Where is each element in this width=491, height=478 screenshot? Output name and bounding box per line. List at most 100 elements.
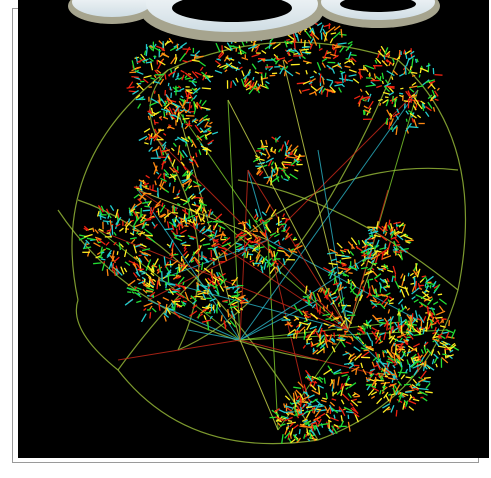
cluster-branch: [93, 262, 102, 265]
cluster-branch: [371, 262, 378, 265]
cluster-branch: [268, 66, 273, 72]
cluster-branch: [341, 263, 347, 267]
cluster-branch: [273, 260, 279, 265]
cluster-branch: [304, 369, 312, 378]
cluster-branch: [166, 98, 177, 103]
cluster-branch: [413, 97, 419, 104]
cluster-branch: [393, 354, 396, 363]
cluster-branch: [212, 257, 217, 261]
cluster-branch: [231, 279, 238, 282]
cluster-branch: [322, 28, 327, 35]
cluster-branch: [398, 73, 404, 77]
cluster-branch: [183, 247, 187, 252]
cluster-branch: [138, 179, 146, 184]
cluster-branch: [330, 296, 338, 300]
cluster-branch: [212, 222, 218, 231]
cluster-branch: [403, 49, 406, 55]
cluster-branch: [340, 28, 343, 38]
cluster-branch: [308, 81, 313, 85]
cluster-branch: [382, 406, 391, 413]
cluster-branch: [280, 144, 285, 152]
cluster-branch: [263, 221, 268, 225]
cluster-branch: [164, 74, 167, 80]
cluster-branch: [97, 205, 104, 213]
cluster-branch: [347, 393, 352, 399]
cluster-branch: [405, 338, 410, 341]
cluster-branch: [199, 130, 204, 134]
cluster-branch: [377, 50, 385, 58]
cluster-branch: [222, 299, 228, 302]
cluster-branch: [120, 266, 125, 275]
cluster-branch: [140, 207, 143, 216]
cluster-branch: [264, 224, 272, 234]
cluster-branch: [384, 278, 389, 285]
cluster-branch: [260, 264, 264, 274]
cluster-branch: [154, 73, 165, 76]
cluster-branch: [203, 118, 210, 121]
cluster-branch: [399, 337, 403, 341]
cluster-branch: [161, 271, 163, 281]
visualization-canvas[interactable]: [18, 0, 489, 458]
cluster-branch: [334, 315, 343, 319]
cluster-branch: [245, 229, 252, 237]
cluster-branch: [309, 37, 315, 44]
cluster-branch: [357, 71, 364, 79]
cluster-branch: [387, 54, 391, 58]
cluster-branch: [416, 58, 419, 63]
cluster-branch: [405, 319, 410, 329]
cluster-branch: [383, 391, 389, 399]
cluster-branch: [370, 259, 375, 264]
cluster-branch: [410, 361, 418, 368]
cluster-branch: [378, 98, 383, 102]
cluster-branch: [328, 429, 335, 436]
cluster-branch: [114, 209, 119, 219]
cluster-branch: [335, 295, 340, 302]
cluster-branch: [106, 221, 109, 225]
cluster-branch: [144, 142, 149, 145]
cluster-branch: [331, 346, 336, 353]
spoke-edge: [267, 89, 419, 241]
cluster-branch: [432, 301, 439, 306]
cluster-branch: [375, 239, 380, 248]
cluster-branch: [97, 241, 102, 244]
cluster-branch: [366, 241, 374, 248]
cluster-branch: [389, 395, 393, 403]
cluster-branch: [190, 139, 197, 149]
cluster-branch: [312, 349, 319, 355]
cluster-branch: [322, 306, 326, 312]
cluster-branch: [151, 265, 155, 272]
cluster-branch: [358, 68, 368, 71]
cluster-branch: [206, 220, 213, 224]
cluster-branch: [106, 232, 111, 235]
cluster-branch: [136, 213, 144, 222]
cluster-branch: [437, 345, 446, 349]
cluster-branch: [184, 46, 191, 55]
cluster-branch: [143, 74, 152, 79]
cluster-branch: [207, 277, 216, 286]
cluster-branch: [181, 170, 189, 177]
cluster-branch: [163, 132, 167, 136]
cluster-branch: [390, 405, 395, 413]
cluster-branch: [413, 369, 419, 376]
cluster-branch: [196, 204, 203, 212]
cluster-branch: [217, 301, 221, 308]
cluster-branch: [341, 84, 345, 88]
cluster-branch: [148, 146, 153, 153]
cluster-branch: [275, 416, 284, 422]
cluster-branch: [328, 312, 334, 319]
cluster-branch: [218, 252, 221, 256]
cluster-branch: [342, 272, 350, 277]
cluster-branch: [432, 338, 440, 342]
cluster-branch: [274, 55, 279, 61]
cluster-branch: [177, 72, 179, 78]
cluster-branch: [256, 84, 262, 92]
cluster-branch: [182, 250, 188, 257]
cluster-branch: [286, 39, 295, 45]
cluster-branch: [399, 391, 409, 397]
cluster-branch: [411, 326, 416, 333]
cluster-branch: [190, 256, 195, 262]
cluster-branch: [411, 58, 414, 68]
cluster-branch: [261, 211, 267, 216]
cluster-branch: [188, 255, 194, 263]
cluster-branch: [364, 251, 370, 255]
